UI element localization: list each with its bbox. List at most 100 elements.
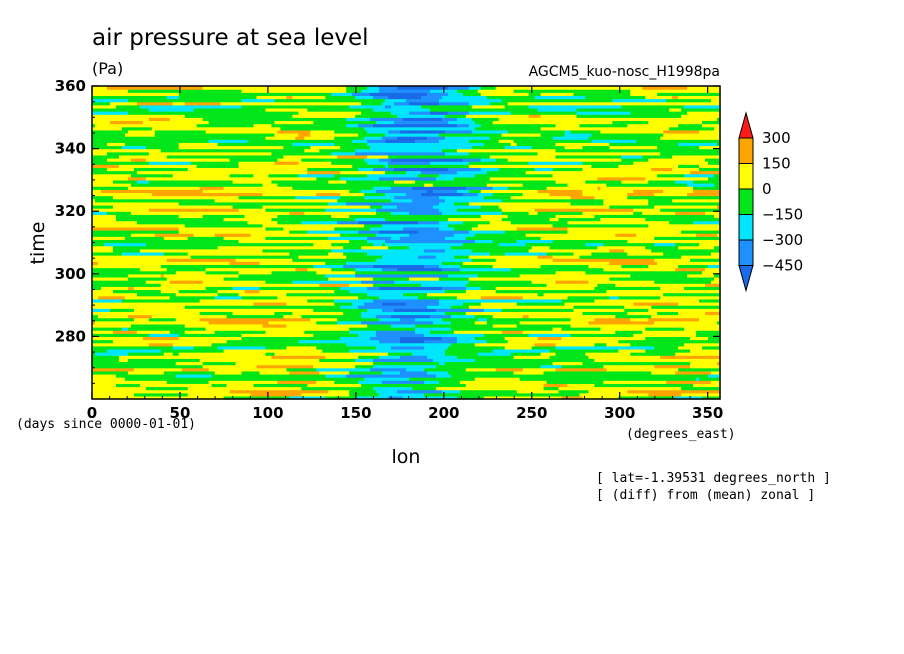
heatmap-cell: [259, 392, 264, 397]
heatmap-cell: [115, 358, 120, 363]
heatmap-cell: [298, 380, 302, 384]
heatmap-cell: [169, 386, 174, 391]
heatmap-cell: [319, 383, 323, 388]
heatmap-cell: [669, 395, 673, 400]
heatmap-cell: [106, 364, 111, 369]
heatmap-cell: [211, 370, 216, 375]
heatmap-cell: [175, 361, 180, 366]
heatmap-cell: [666, 389, 670, 394]
heatmap-cell: [480, 364, 485, 369]
heatmap-cell: [112, 380, 117, 384]
heatmap-cell: [555, 367, 560, 372]
heatmap-cell: [367, 392, 371, 397]
heatmap-cell: [501, 370, 506, 375]
heatmap-cell: [178, 370, 183, 375]
heatmap-cell: [615, 389, 619, 394]
heatmap-cell: [675, 367, 679, 372]
heatmap-cell: [217, 367, 222, 372]
heatmap-cell: [432, 389, 437, 394]
heatmap-cell: [468, 395, 473, 400]
heatmap-cell: [696, 370, 700, 375]
heatmap-cell: [259, 383, 264, 388]
heatmap-cell: [429, 377, 434, 381]
heatmap-cell: [654, 392, 658, 397]
heatmap-cell: [217, 364, 222, 369]
heatmap-cell: [391, 358, 395, 363]
heatmap-cell: [408, 389, 413, 394]
heatmap-cell: [337, 367, 341, 372]
heatmap-cell: [298, 383, 302, 388]
heatmap-cell: [546, 355, 551, 359]
heatmap-cell: [585, 395, 590, 400]
heatmap-cell: [543, 367, 548, 372]
heatmap-cell: [540, 392, 545, 397]
heatmap-cell: [232, 395, 237, 400]
heatmap-cell: [585, 367, 590, 372]
heatmap-cell: [238, 389, 243, 394]
heatmap-cell: [403, 383, 407, 388]
heatmap-cell: [241, 395, 246, 400]
heatmap-cell: [483, 364, 488, 369]
heatmap-cell: [133, 392, 138, 397]
heatmap-cell: [690, 389, 694, 394]
heatmap-cell: [205, 364, 210, 369]
heatmap-cell: [106, 373, 111, 378]
heatmap-cell: [352, 386, 356, 391]
heatmap-cell: [420, 367, 425, 372]
heatmap-cell: [603, 355, 607, 359]
heatmap-cell: [406, 383, 410, 388]
heatmap-cell: [121, 358, 126, 363]
heatmap-cell: [453, 392, 458, 397]
heatmap-cell: [394, 367, 398, 372]
heatmap-cell: [591, 392, 595, 397]
heatmap-cell: [205, 370, 210, 375]
heatmap-cell: [160, 370, 165, 375]
heatmap-cell: [358, 367, 362, 372]
heatmap-cell: [274, 370, 279, 375]
heatmap-cell: [271, 380, 276, 384]
heatmap-cell: [549, 395, 554, 400]
heatmap-cell: [687, 370, 691, 375]
heatmap-cell: [256, 389, 261, 394]
heatmap-cell: [235, 389, 240, 394]
heatmap-cell: [537, 389, 542, 394]
heatmap-cell: [94, 392, 99, 397]
heatmap-cell: [370, 392, 374, 397]
heatmap-cell: [465, 367, 470, 372]
heatmap-cell: [319, 361, 323, 366]
heatmap-cell: [489, 367, 494, 372]
heatmap-cell: [250, 389, 255, 394]
heatmap-cell: [447, 364, 452, 369]
heatmap-cell: [259, 380, 264, 384]
heatmap-cell: [124, 389, 129, 394]
heatmap-cell: [654, 358, 658, 363]
heatmap-cell: [292, 386, 296, 391]
heatmap-cell: [567, 392, 572, 397]
heatmap-cell: [118, 355, 123, 359]
heatmap-cell: [444, 377, 449, 381]
heatmap-cell: [612, 364, 616, 369]
heatmap-cell: [456, 358, 461, 363]
heatmap-cell: [423, 383, 428, 388]
heatmap-cell: [459, 367, 464, 372]
heatmap-cell: [172, 383, 177, 388]
heatmap-cell: [468, 355, 473, 359]
heatmap-cell: [675, 395, 679, 400]
heatmap-cell: [417, 358, 422, 363]
heatmap-cell: [540, 373, 545, 378]
heatmap-cell: [313, 364, 317, 369]
heatmap-cell: [361, 383, 365, 388]
heatmap-cell: [699, 392, 703, 397]
heatmap-cell: [654, 383, 658, 388]
heatmap-cell: [609, 364, 613, 369]
heatmap-cell: [534, 370, 539, 375]
heatmap-cell: [540, 358, 545, 363]
heatmap-cell: [714, 383, 718, 388]
heatmap-cell: [115, 370, 120, 375]
heatmap-cell: [175, 383, 180, 388]
heatmap-cell: [606, 383, 610, 388]
heatmap-cell: [100, 367, 105, 372]
heatmap-cell: [504, 389, 509, 394]
heatmap-cell: [588, 395, 593, 400]
heatmap-cell: [597, 395, 601, 400]
